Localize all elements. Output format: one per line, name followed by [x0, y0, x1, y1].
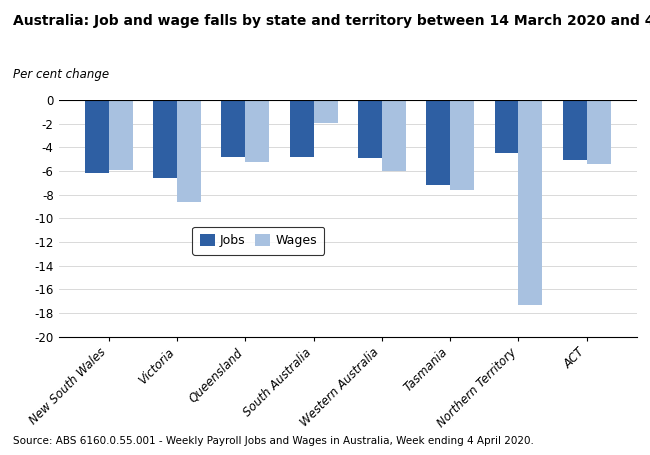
- Bar: [382, 100, 406, 171]
- Bar: [587, 100, 611, 164]
- Bar: [84, 100, 109, 173]
- Bar: [153, 100, 177, 178]
- Bar: [290, 100, 313, 157]
- Bar: [495, 100, 519, 153]
- Bar: [177, 100, 201, 202]
- Bar: [358, 100, 382, 158]
- Legend: Jobs, Wages: Jobs, Wages: [192, 227, 324, 255]
- Bar: [563, 100, 587, 161]
- Bar: [109, 100, 133, 170]
- Text: Source: ABS 6160.0.55.001 - Weekly Payroll Jobs and Wages in Australia, Week end: Source: ABS 6160.0.55.001 - Weekly Payro…: [13, 436, 534, 446]
- Bar: [245, 100, 269, 162]
- Bar: [519, 100, 542, 305]
- Text: Per cent change: Per cent change: [13, 68, 109, 81]
- Bar: [426, 100, 450, 185]
- Bar: [450, 100, 474, 190]
- Text: Australia: Job and wage falls by state and territory between 14 March 2020 and 4: Australia: Job and wage falls by state a…: [13, 14, 650, 28]
- Bar: [222, 100, 245, 157]
- Bar: [313, 100, 337, 122]
